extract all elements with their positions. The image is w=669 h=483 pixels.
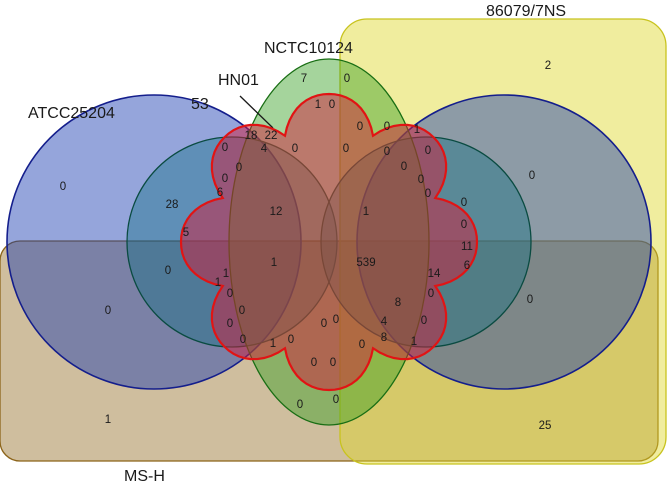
svg-text:0: 0 [357, 121, 363, 133]
svg-text:5: 5 [183, 227, 189, 239]
svg-text:0: 0 [105, 305, 111, 317]
svg-text:1: 1 [105, 414, 111, 426]
svg-text:0: 0 [239, 305, 245, 317]
svg-text:0: 0 [359, 339, 365, 351]
svg-text:0: 0 [333, 394, 339, 406]
svg-text:539: 539 [356, 257, 375, 269]
svg-text:2: 2 [545, 60, 551, 72]
svg-text:53: 53 [191, 96, 209, 113]
svg-text:0: 0 [321, 318, 327, 330]
svg-text:1: 1 [411, 336, 417, 348]
svg-text:6: 6 [464, 260, 470, 272]
svg-text:0: 0 [292, 143, 298, 155]
svg-text:0: 0 [425, 188, 431, 200]
svg-text:22: 22 [265, 130, 278, 142]
svg-text:4: 4 [381, 316, 388, 328]
svg-text:28: 28 [166, 199, 179, 211]
svg-text:1: 1 [271, 257, 277, 269]
svg-text:0: 0 [311, 357, 317, 369]
svg-text:0: 0 [236, 162, 242, 174]
svg-text:12: 12 [270, 206, 283, 218]
svg-text:8: 8 [395, 297, 401, 309]
svg-text:1: 1 [414, 124, 420, 136]
svg-text:0: 0 [227, 288, 233, 300]
svg-text:0: 0 [461, 197, 467, 209]
svg-text:0: 0 [288, 334, 294, 346]
svg-text:ATCC25204: ATCC25204 [28, 105, 115, 122]
svg-text:7: 7 [301, 73, 307, 85]
svg-text:8: 8 [381, 332, 387, 344]
svg-text:0: 0 [401, 161, 407, 173]
svg-text:MS-H: MS-H [124, 468, 165, 483]
svg-text:1: 1 [223, 268, 229, 280]
svg-text:0: 0 [461, 219, 467, 231]
svg-text:0: 0 [344, 73, 350, 85]
svg-text:0: 0 [60, 181, 66, 193]
svg-text:1: 1 [315, 99, 321, 111]
svg-text:NCTC10124: NCTC10124 [264, 40, 353, 57]
svg-text:86079/7NS: 86079/7NS [486, 3, 566, 20]
svg-text:4: 4 [261, 143, 268, 155]
svg-text:0: 0 [222, 173, 228, 185]
svg-text:0: 0 [425, 145, 431, 157]
svg-text:0: 0 [330, 357, 336, 369]
svg-text:0: 0 [421, 315, 427, 327]
svg-text:25: 25 [539, 420, 552, 432]
svg-text:6: 6 [217, 187, 223, 199]
svg-text:18: 18 [245, 130, 258, 142]
svg-text:0: 0 [343, 143, 349, 155]
svg-text:0: 0 [418, 174, 424, 186]
svg-text:1: 1 [270, 338, 276, 350]
svg-text:0: 0 [222, 142, 228, 154]
svg-text:0: 0 [527, 294, 533, 306]
svg-text:1: 1 [215, 277, 221, 289]
svg-text:0: 0 [297, 399, 303, 411]
svg-text:0: 0 [384, 121, 390, 133]
svg-text:HN01: HN01 [218, 72, 259, 89]
svg-text:0: 0 [428, 288, 434, 300]
svg-text:0: 0 [384, 146, 390, 158]
svg-text:14: 14 [428, 268, 441, 280]
svg-text:0: 0 [165, 265, 171, 277]
svg-text:0: 0 [227, 318, 233, 330]
svg-text:11: 11 [461, 241, 473, 253]
svg-text:0: 0 [333, 314, 339, 326]
svg-text:0: 0 [240, 334, 246, 346]
svg-text:1: 1 [363, 206, 369, 218]
svg-text:0: 0 [529, 170, 535, 182]
svg-text:0: 0 [329, 99, 335, 111]
